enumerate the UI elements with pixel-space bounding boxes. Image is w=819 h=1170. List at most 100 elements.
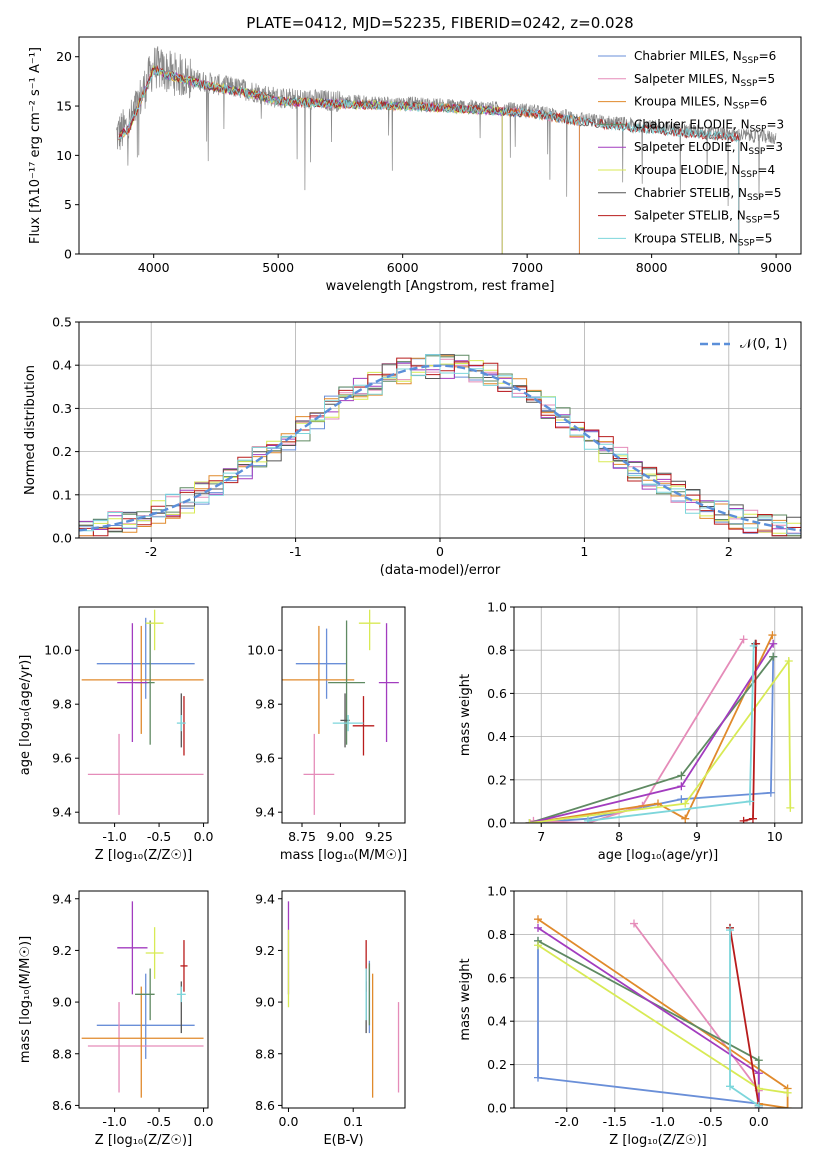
weight-marker — [525, 819, 534, 823]
plot-area — [282, 609, 399, 815]
axes-frame — [78, 890, 209, 1109]
y-tick-label: 9.2 — [255, 943, 275, 958]
legend-label-sub: SSP — [741, 170, 758, 180]
plot-area — [115, 46, 777, 254]
axes-frame — [78, 321, 802, 539]
legend-label-main: Salpeter ELODIE, N — [634, 140, 748, 154]
legend-label-sub: SSP — [747, 193, 764, 203]
weight-marker — [748, 814, 757, 823]
y-axis-label: age [log₁₀(age/yr)] — [18, 655, 33, 776]
legend-label: Kroupa MILES, NSSP=6 — [634, 95, 767, 112]
model-spectrum-line — [118, 64, 740, 254]
x-tick-label: 0.0 — [194, 1114, 214, 1129]
legend-label-main: Salpeter STELIB, N — [634, 209, 746, 223]
y-tick-label: 0.4 — [52, 358, 72, 373]
y-tick-label: 0.1 — [52, 487, 72, 502]
x-axis-label: age [log₁₀(age/yr)] — [598, 848, 719, 863]
y-axis-label: mass weight — [458, 958, 473, 1040]
axes-frame — [281, 890, 406, 1109]
y-tick-label: 20 — [56, 49, 72, 64]
chart-spectrum: 4000 5000 6000 7000 8000 9000 0 5 10 15 20 waveleng… — [28, 36, 802, 294]
chart-z-weight: -2.0 -1.5 -1.0 -0.5 0.0 0.0 0.2 0.4 0.6 0.8 1.0 Z [… — [458, 884, 803, 1148]
axes-frame — [78, 606, 209, 824]
legend-label-tail: =5 — [755, 231, 773, 245]
y-tick-label: 15 — [56, 99, 72, 114]
y-tick-label: 0.4 — [487, 1014, 507, 1029]
y-tick-label: 9.0 — [52, 995, 72, 1010]
x-tick-label: 0 — [436, 544, 444, 559]
x-tick-label: -1.0 — [651, 1114, 675, 1129]
charts-layer: 4000 5000 6000 7000 8000 900005101520waveleng… — [18, 36, 803, 1148]
chart-residuals: -2 -1 0 1 2 0.0 0.1 0.2 0.3 0.4 0.5 (data-model)/er… — [23, 315, 802, 578]
chart-mass-age: 8.75 9.00 9.25 9.4 9.6 9.8 10.0 mass [log₁₀(M/M… — [247, 606, 407, 863]
y-tick-label: 0.5 — [52, 315, 72, 330]
weight-line — [537, 918, 789, 1108]
y-tick-label: 9.6 — [52, 751, 72, 766]
x-tick-label: -1.0 — [102, 1114, 126, 1129]
x-tick-label: -0.5 — [147, 829, 171, 844]
x-tick-label: -1.5 — [603, 1114, 627, 1129]
weight-line — [533, 638, 745, 823]
y-tick-label: 0.0 — [487, 1101, 507, 1116]
weight-marker — [677, 771, 686, 780]
legend-label-tail: =5 — [757, 72, 775, 86]
y-tick-label: 9.0 — [255, 995, 275, 1010]
y-tick-label: 8.6 — [255, 1098, 275, 1113]
weight-marker — [754, 1101, 763, 1108]
y-tick-label: 0.0 — [52, 531, 72, 546]
legend-label-main: Kroupa ELODIE, N — [634, 163, 741, 177]
weight-marker — [783, 1104, 792, 1108]
x-tick-label: 8 — [615, 829, 623, 844]
x-tick-label: 6000 — [387, 260, 419, 275]
y-tick-label: 0.6 — [487, 686, 507, 701]
legend-label-main: Kroupa STELIB, N — [634, 231, 738, 245]
chart-ebv-mass: 0.0 0.1 8.6 8.8 9.0 9.2 9.4 E(B-V) — [255, 890, 406, 1148]
axes-frame — [281, 606, 406, 824]
y-tick-label: 9.6 — [255, 751, 275, 766]
x-tick-label: -0.5 — [699, 1114, 723, 1129]
y-tick-label: 9.4 — [52, 805, 72, 820]
axes-frame — [513, 606, 803, 824]
weight-marker — [769, 639, 778, 648]
residual-histogram — [79, 354, 801, 535]
legend-label: Chabrier MILES, NSSP=6 — [634, 49, 776, 66]
x-tick-label: -1.0 — [102, 829, 126, 844]
y-tick-label: 0.2 — [487, 772, 507, 787]
y-tick-label: 9.8 — [52, 697, 72, 712]
weight-marker — [783, 1088, 792, 1097]
legend-label: 𝒩(0, 1) — [740, 337, 787, 352]
legend-label-tail: =5 — [763, 209, 781, 223]
x-axis-label: Z [log₁₀(Z/Z☉)] — [609, 1133, 706, 1148]
legend-label: Kroupa STELIB, NSSP=5 — [634, 231, 772, 248]
plot-area — [79, 354, 801, 537]
y-tick-label: 10 — [56, 148, 72, 163]
weight-marker — [726, 1082, 734, 1091]
y-axis-label: mass weight — [458, 674, 473, 756]
x-tick-label: 9.00 — [327, 829, 355, 844]
weight-marker — [681, 814, 690, 823]
weight-marker — [786, 803, 795, 812]
legend-label-tail: =3 — [766, 117, 784, 131]
x-tick-label: -0.5 — [147, 1114, 171, 1129]
weight-marker — [768, 631, 777, 640]
legend-label-tail: =6 — [750, 95, 768, 109]
legend-label-main: Chabrier STELIB, N — [634, 186, 747, 200]
x-tick-label: 7000 — [511, 260, 543, 275]
chart-z-mass: -1.0 -0.5 0.0 8.6 8.8 9.0 9.2 9.4 Z [log₁₀(Z/Z☉)… — [18, 890, 214, 1148]
x-tick-label: -2.0 — [555, 1114, 579, 1129]
y-axis-label: mass [log₁₀(M/M☉)] — [18, 936, 33, 1063]
model-spectrum-line — [118, 67, 740, 254]
x-tick-label: 8000 — [636, 260, 668, 275]
y-tick-label: 1.0 — [487, 600, 507, 615]
x-tick-label: 0.0 — [749, 1114, 769, 1129]
legend-label-sub: SSP — [738, 238, 755, 248]
weight-marker — [784, 657, 793, 665]
x-tick-label: 8.75 — [288, 829, 316, 844]
y-tick-label: 0.6 — [487, 970, 507, 985]
legend-label-sub: SSP — [750, 124, 767, 134]
weight-marker — [534, 915, 542, 924]
axes-frame — [513, 890, 803, 1109]
legend-label-sub: SSP — [746, 216, 763, 226]
x-tick-label: 0.0 — [194, 829, 214, 844]
weight-line — [529, 658, 792, 823]
